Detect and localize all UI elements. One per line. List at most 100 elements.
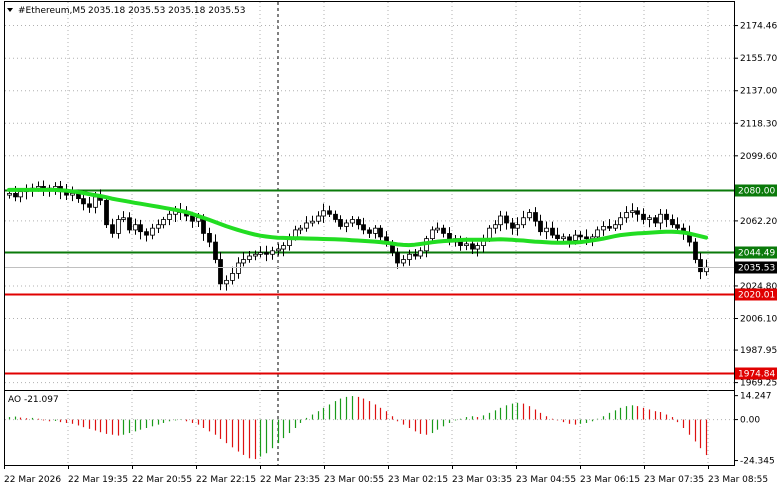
candle <box>647 214 652 228</box>
candle <box>493 220 498 234</box>
candle <box>670 214 675 228</box>
price-tick-label: 2137.00 <box>740 87 777 97</box>
ao-tick-label: 14.247 <box>740 392 772 402</box>
candle <box>230 266 235 285</box>
dropdown-arrow-icon[interactable] <box>7 8 13 12</box>
level-tag-bg <box>735 246 777 259</box>
price-tick-label: 2155.70 <box>740 54 777 64</box>
candle <box>241 252 246 267</box>
ohlc-label: 2035.18 2035.53 2035.18 2035.53 <box>88 6 245 16</box>
candle <box>653 214 658 227</box>
level-tag-bg <box>735 288 777 301</box>
time-tick-label: 23 Mar 08:55 <box>708 475 768 485</box>
candle <box>607 219 612 232</box>
candle <box>87 196 92 213</box>
candle <box>550 221 555 239</box>
candle <box>698 252 703 280</box>
level-tag-label: 1974.84 <box>738 370 775 380</box>
candle <box>538 214 543 236</box>
candle <box>544 221 549 240</box>
time-tick-label: 22 Mar 2026 <box>4 475 61 485</box>
level-tag-bg <box>735 184 777 197</box>
candle <box>527 209 532 221</box>
candle <box>167 210 172 226</box>
candle <box>555 227 560 243</box>
candle <box>664 209 669 228</box>
candle <box>521 210 526 229</box>
moving-average-line <box>7 187 708 248</box>
candle <box>253 250 258 261</box>
candle <box>333 210 338 223</box>
candle <box>413 249 418 260</box>
candle <box>504 211 509 230</box>
candle <box>133 218 138 235</box>
ao-tick-label: -24.345 <box>740 457 775 467</box>
price-tick-label: 1969.25 <box>740 379 777 389</box>
price-tick-label: 2174.46 <box>740 22 777 32</box>
price-tick-label: 2099.60 <box>740 152 777 162</box>
candle <box>401 255 406 267</box>
candle <box>641 208 646 225</box>
candle <box>138 219 143 240</box>
candle <box>161 216 166 229</box>
price-tick-label: 2062.20 <box>740 217 777 227</box>
candle <box>213 234 218 264</box>
time-axis[interactable]: 22 Mar 2026 22 Mar 19:35 22 Mar 20:55 22 Ma… <box>4 465 768 485</box>
current-price-tag-bg <box>735 261 777 274</box>
candle <box>276 243 281 256</box>
candle <box>378 225 383 241</box>
level-tag-label: 2080.00 <box>738 187 775 197</box>
grid-lines <box>5 2 734 465</box>
time-tick-label: 23 Mar 04:55 <box>516 475 576 485</box>
candle <box>361 217 366 235</box>
candle <box>321 203 326 223</box>
ao-tick-label: 0.00 <box>740 416 760 426</box>
candle <box>693 238 698 264</box>
candle <box>498 210 503 232</box>
candle <box>110 218 115 238</box>
candle <box>298 224 303 235</box>
candle <box>350 215 355 227</box>
candle <box>635 207 640 222</box>
level-tag-label: 2020.01 <box>738 291 775 301</box>
ao-axis: 14.247 0.00 -24.345 <box>5 392 775 467</box>
candle <box>7 190 12 199</box>
candle <box>150 223 155 240</box>
candle <box>304 216 309 232</box>
time-tick-label: 23 Mar 06:15 <box>580 475 640 485</box>
candle <box>407 249 412 266</box>
candle <box>658 209 663 230</box>
candle <box>418 247 423 259</box>
main-chart-area[interactable] <box>4 1 735 391</box>
candle <box>618 212 623 230</box>
candle <box>395 247 400 269</box>
candle <box>675 217 680 231</box>
time-tick-label: 22 Mar 23:35 <box>260 475 320 485</box>
price-tick-label: 2006.10 <box>740 314 777 324</box>
candle <box>533 207 538 227</box>
level-tag-label: 2044.49 <box>738 249 775 259</box>
candle <box>127 212 132 234</box>
candle <box>258 246 263 258</box>
candle <box>156 219 161 233</box>
candle <box>515 217 520 236</box>
candle <box>435 222 440 234</box>
candle <box>624 206 629 223</box>
time-tick-label: 23 Mar 02:15 <box>388 475 448 485</box>
level-tag-bg <box>735 367 777 380</box>
time-tick-label: 22 Mar 20:55 <box>132 475 192 485</box>
candle <box>327 205 332 217</box>
candle <box>367 227 372 238</box>
ao-label: AO -21.097 <box>8 395 59 405</box>
candle <box>316 211 321 225</box>
time-tick-label: 23 Mar 00:55 <box>324 475 384 485</box>
price-axis[interactable]: 2174.46 2155.70 2137.00 2118.30 2099.60 2062.… <box>734 22 777 389</box>
current-price-tag-label: 2035.53 <box>738 264 775 274</box>
time-tick-label: 23 Mar 07:35 <box>644 475 704 485</box>
candle <box>207 227 212 248</box>
candle <box>281 242 286 257</box>
time-tick-label: 23 Mar 03:35 <box>452 475 512 485</box>
candle <box>264 245 269 262</box>
candle <box>144 228 149 242</box>
